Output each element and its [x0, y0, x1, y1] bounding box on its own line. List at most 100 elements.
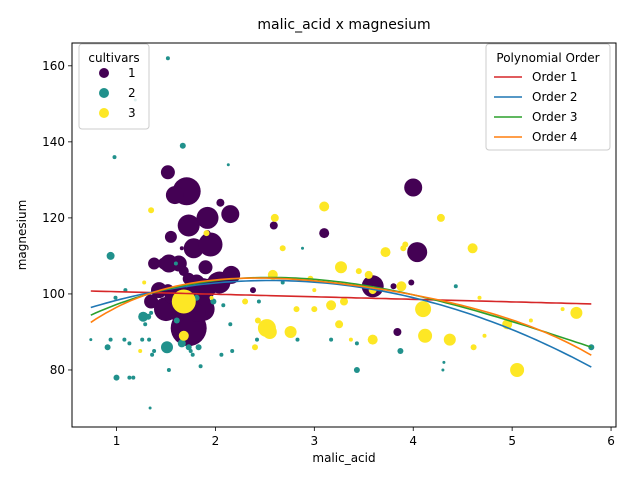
point-series-2-39	[256, 299, 261, 304]
point-series-2-19	[145, 313, 152, 320]
fit-legend-label-1: Order 1	[532, 70, 578, 84]
point-series-2-28	[190, 352, 195, 357]
point-series-3-17	[364, 270, 373, 279]
point-series-1-41	[269, 221, 278, 230]
point-series-2-31	[198, 364, 203, 369]
point-series-2-51	[89, 338, 93, 342]
point-series-3-12	[570, 306, 583, 319]
point-series-3-29	[252, 344, 258, 351]
point-series-2-25	[173, 317, 180, 324]
point-series-1-8	[164, 230, 177, 243]
point-series-3-19	[340, 297, 348, 306]
cultivar-legend: cultivars 1 2 3	[78, 43, 150, 130]
point-series-3-15	[396, 281, 407, 292]
point-series-2-16	[140, 337, 145, 342]
point-series-1-38	[407, 242, 428, 263]
point-series-2-34	[228, 322, 233, 327]
point-series-2-20	[143, 322, 148, 327]
point-series-2-52	[148, 406, 152, 410]
point-series-3-5	[319, 201, 330, 212]
x-tick-label: 6	[607, 434, 615, 448]
y-tick-label: 120	[42, 211, 65, 225]
point-series-1-45	[393, 328, 402, 336]
point-series-3-20	[326, 300, 337, 311]
point-series-2-17	[150, 352, 155, 357]
point-series-2-44	[354, 341, 359, 346]
cultivar-legend-label-1: 1	[128, 66, 136, 80]
point-series-3-30	[242, 298, 249, 305]
point-series-3-23	[293, 306, 300, 313]
cultivar-legend-label-2: 2	[128, 86, 136, 100]
series-3	[138, 201, 583, 377]
point-series-3-3	[284, 326, 297, 338]
point-series-2-10	[113, 374, 120, 381]
point-series-1-43	[408, 279, 415, 286]
point-series-2-38	[255, 337, 259, 342]
point-series-1-29	[144, 294, 159, 309]
point-series-2-0	[165, 56, 170, 61]
point-series-1-46	[250, 287, 256, 294]
fit-line-order-4	[90, 277, 592, 356]
y-axis: 80 100 120 140 160	[42, 59, 72, 377]
point-series-3-45	[209, 295, 214, 300]
point-series-3-42	[560, 307, 565, 312]
point-series-2-24	[166, 368, 171, 372]
plot-frame	[71, 42, 617, 428]
fit-line-order-1	[90, 290, 592, 305]
cultivar-legend-marker-1	[99, 68, 109, 78]
point-series-3-39	[400, 245, 407, 252]
point-series-3-33	[148, 207, 155, 214]
point-series-3-34	[142, 280, 147, 285]
point-series-1-2	[160, 165, 175, 180]
point-series-1-49	[171, 310, 176, 315]
fit-legend-label-4: Order 4	[532, 130, 578, 144]
point-series-2-41	[295, 337, 300, 342]
point-series-2-40	[280, 280, 285, 285]
y-tick-label: 160	[42, 59, 65, 73]
point-series-2-2	[112, 155, 117, 160]
point-series-2-47	[442, 360, 446, 364]
point-series-2-18	[152, 349, 157, 353]
point-series-3-2	[262, 325, 277, 339]
point-series-3-13	[467, 243, 478, 254]
cultivar-legend-label-3: 3	[128, 106, 136, 120]
point-series-2-1	[179, 142, 186, 149]
x-tick-label: 5	[508, 434, 516, 448]
point-series-3-8	[418, 328, 433, 343]
point-series-3-11	[510, 363, 525, 377]
point-series-1-13	[148, 257, 161, 270]
point-series-2-27	[185, 344, 192, 351]
x-tick-label: 2	[212, 434, 220, 448]
cultivar-legend-marker-2	[99, 88, 109, 98]
y-tick-label: 100	[42, 287, 65, 301]
point-series-1-40	[319, 228, 330, 239]
point-series-1-6	[198, 232, 223, 257]
point-series-3-44	[312, 288, 317, 293]
point-series-1-18	[198, 260, 213, 275]
y-tick-label: 80	[50, 363, 65, 377]
point-series-3-36	[367, 334, 378, 345]
point-series-3-18	[355, 268, 362, 275]
point-series-2-21	[149, 310, 154, 315]
x-tick-label: 3	[311, 434, 319, 448]
point-series-3-28	[254, 317, 261, 324]
point-series-2-12	[131, 375, 136, 380]
point-series-2-6	[113, 295, 118, 300]
point-series-2-53	[173, 261, 178, 266]
point-series-3-7	[415, 301, 432, 318]
point-series-2-13	[122, 337, 127, 342]
point-series-2-9	[108, 337, 113, 342]
y-axis-title: magnesium	[15, 200, 29, 271]
point-series-2-35	[210, 298, 217, 305]
fit-line-order-3	[90, 276, 592, 348]
point-series-1-7	[221, 205, 240, 224]
point-series-3-24	[270, 213, 279, 222]
point-series-3-14	[436, 213, 445, 222]
point-series-2-30	[195, 344, 202, 351]
point-series-2-8	[104, 344, 111, 351]
point-series-2-36	[219, 352, 224, 357]
plot-area	[89, 56, 595, 410]
x-axis: 1 2 3 4 5 6	[113, 427, 615, 448]
point-series-3-0	[171, 289, 196, 314]
